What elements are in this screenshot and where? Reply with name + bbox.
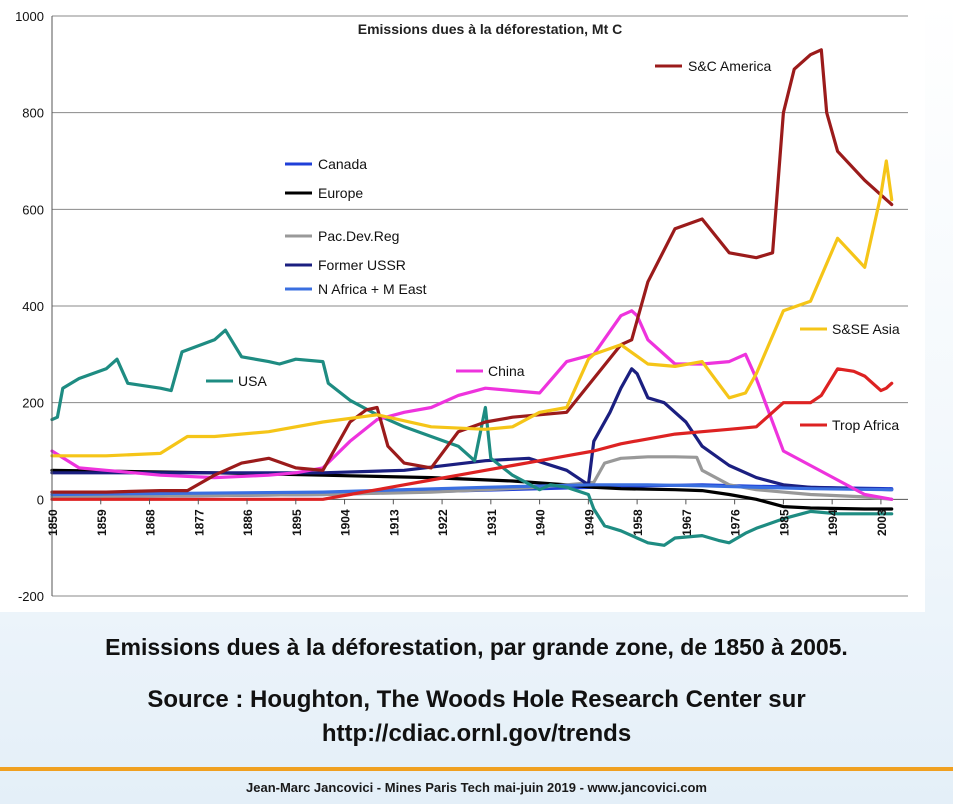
x-tick-label: 1958 bbox=[631, 509, 645, 536]
legend-label-usa: USA bbox=[238, 373, 267, 389]
x-tick-label: 1931 bbox=[485, 509, 499, 536]
x-tick-label: 1868 bbox=[144, 509, 158, 536]
y-tick-label: 1000 bbox=[15, 9, 44, 24]
y-tick-label: 600 bbox=[22, 202, 44, 217]
series-labels: Canada Europe Pac.Dev.Reg Former USSR N Afri… bbox=[206, 58, 900, 433]
x-tick-label: 1877 bbox=[192, 509, 206, 536]
grid bbox=[52, 15, 908, 597]
y-tick-label: 400 bbox=[22, 299, 44, 314]
series-lines bbox=[50, 48, 894, 547]
x-tick-label: 1904 bbox=[339, 509, 353, 536]
series-line-former-ussr bbox=[50, 367, 894, 492]
x-tick-label: 1994 bbox=[826, 509, 840, 536]
x-tick-label: 1967 bbox=[680, 509, 694, 536]
series-line-trop-africa bbox=[50, 367, 894, 501]
caption-source-url: http://cdiac.ornl.gov/trends bbox=[321, 720, 632, 747]
caption-main: Emissions dues à la déforestation, par g… bbox=[105, 634, 848, 660]
footer-rule bbox=[0, 767, 953, 771]
x-tick-label: 1859 bbox=[95, 509, 109, 536]
chart-panel: -200 0 200 400 600 800 1000 1850 1859 1868 1877 188… bbox=[15, 9, 908, 604]
legend-label-s-c-america: S&C America bbox=[688, 58, 771, 74]
x-tick-label: 1949 bbox=[582, 509, 596, 536]
series-line-europe bbox=[50, 468, 894, 511]
emissions-chart: -200 0 200 400 600 800 1000 1850 1859 1868 1877 188… bbox=[15, 9, 908, 604]
series-line-usa bbox=[50, 328, 894, 547]
legend-label-canada: Canada bbox=[318, 156, 367, 172]
x-tick-label: 1922 bbox=[436, 509, 450, 536]
y-tick-label: 800 bbox=[22, 106, 44, 121]
series-line-s-c-america bbox=[50, 48, 894, 494]
y-tick-label: -200 bbox=[18, 589, 44, 604]
legend-label-pac-dev-reg: Pac.Dev.Reg bbox=[318, 228, 399, 244]
legend-label-n-africa-m-east: N Africa + M East bbox=[318, 281, 427, 297]
legend-label-china: China bbox=[488, 363, 525, 379]
x-tick-label: 1886 bbox=[241, 509, 255, 536]
axes: -200 0 200 400 600 800 1000 1850 1859 1868 1877 188… bbox=[15, 9, 889, 604]
y-tick-label: 0 bbox=[37, 492, 44, 507]
x-tick-label: 1976 bbox=[729, 509, 743, 536]
chart-title: Emissions dues à la déforestation, Mt C bbox=[358, 21, 623, 37]
series-line-s-se-asia bbox=[50, 159, 894, 458]
y-tick-label: 200 bbox=[22, 396, 44, 411]
x-tick-label: 1913 bbox=[387, 509, 401, 536]
x-tick-label: 1850 bbox=[46, 509, 60, 536]
x-tick-label: 2003 bbox=[875, 509, 889, 536]
legend-label-former-ussr: Former USSR bbox=[318, 257, 406, 273]
legend-label-s-se-asia: S&SE Asia bbox=[832, 321, 900, 337]
x-tick-label: 1895 bbox=[290, 509, 304, 536]
series-line-pac-dev-reg bbox=[50, 455, 894, 501]
legend-label-europe: Europe bbox=[318, 185, 363, 201]
x-tick-label: 1940 bbox=[534, 509, 548, 536]
legend-label-trop-africa: Trop Africa bbox=[832, 417, 899, 433]
footer-text: Jean-Marc Jancovici - Mines Paris Tech m… bbox=[246, 780, 707, 795]
x-tick-label: 1985 bbox=[777, 509, 791, 536]
caption-source: Source : Houghton, The Woods Hole Resear… bbox=[147, 686, 806, 713]
